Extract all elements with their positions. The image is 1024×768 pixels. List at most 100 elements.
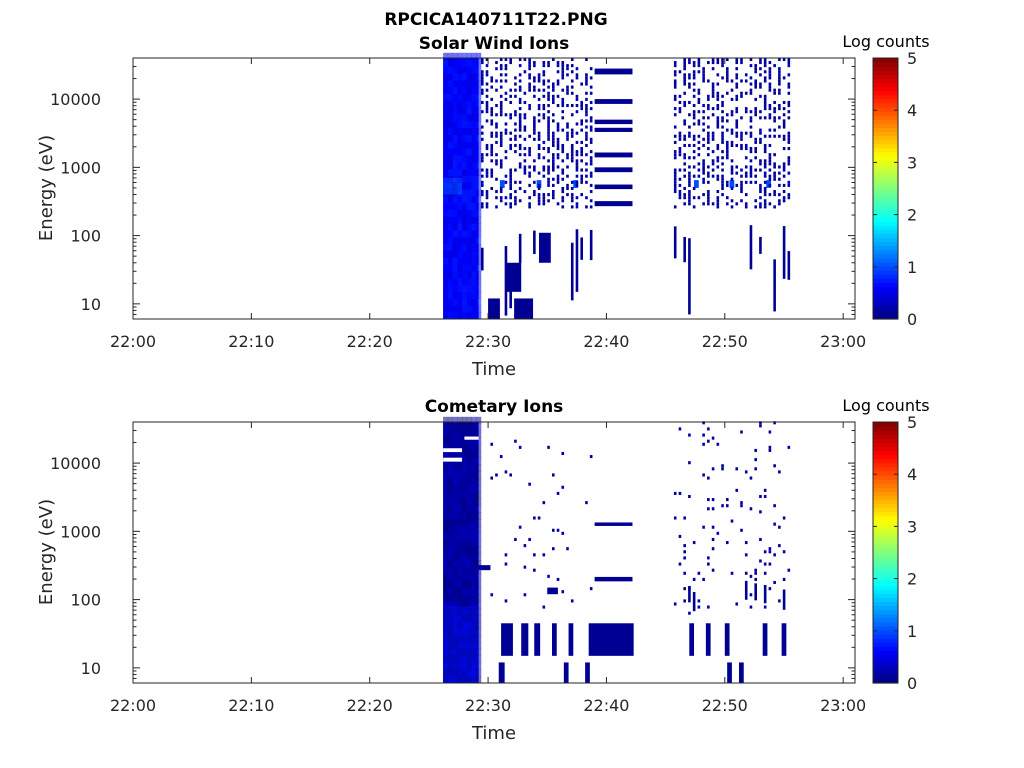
count-cell xyxy=(692,70,696,74)
count-cell xyxy=(518,165,522,169)
count-cell xyxy=(447,444,453,452)
count-cell xyxy=(471,676,477,684)
count-cell xyxy=(443,628,449,636)
count-cell xyxy=(547,177,550,181)
count-cell xyxy=(782,137,786,141)
count-cell xyxy=(768,448,772,452)
count-cell xyxy=(476,52,482,60)
count-cell xyxy=(443,243,449,252)
count-cell xyxy=(763,100,767,105)
count-cell xyxy=(518,180,522,184)
count-cell xyxy=(471,312,477,320)
count-cell xyxy=(725,76,729,80)
count-cell xyxy=(476,655,482,663)
count-cell xyxy=(740,79,743,83)
count-cell xyxy=(547,134,550,138)
count-cell xyxy=(457,59,463,67)
count-cell xyxy=(457,607,463,616)
count-cell xyxy=(523,70,527,74)
count-cell xyxy=(697,70,701,74)
count-bar xyxy=(509,264,512,309)
count-cell xyxy=(452,66,458,74)
count-cell xyxy=(452,209,458,217)
count-cell xyxy=(476,669,482,677)
count-cell xyxy=(533,165,536,169)
count-cell xyxy=(443,566,449,575)
count-cell xyxy=(782,147,786,151)
count-cell xyxy=(499,199,503,203)
count-cell xyxy=(716,104,720,108)
x-tick-label: 22:50 xyxy=(702,332,748,351)
count-cell xyxy=(480,76,484,80)
count-cell xyxy=(457,621,463,629)
count-cell xyxy=(499,100,503,105)
count-cell xyxy=(711,94,715,98)
x-tick-label: 22:10 xyxy=(228,332,274,351)
count-cell xyxy=(447,223,453,231)
count-cell xyxy=(523,91,527,95)
count-cell xyxy=(471,243,477,252)
count-cell xyxy=(673,516,677,520)
count-cell xyxy=(744,91,748,95)
count-cell xyxy=(443,607,449,616)
count-cell xyxy=(452,86,458,95)
count-cell xyxy=(683,73,686,77)
count-cell xyxy=(476,553,482,561)
count-cell xyxy=(504,553,508,557)
count-cell xyxy=(518,85,522,89)
count-cell xyxy=(452,148,458,156)
colorbar-tick-label: 1 xyxy=(907,258,917,277)
count-cell xyxy=(580,128,584,132)
count-cell xyxy=(787,57,791,62)
count-cell xyxy=(730,110,734,114)
count-cell xyxy=(768,134,772,138)
count-cell xyxy=(509,180,512,184)
count-cell xyxy=(778,88,781,92)
count-cell xyxy=(476,566,482,575)
count-cell xyxy=(683,91,686,95)
count-cell xyxy=(735,110,739,114)
count-cell xyxy=(462,291,468,299)
count-cell xyxy=(678,177,682,181)
count-cell xyxy=(725,147,729,151)
count-cell xyxy=(707,174,710,178)
count-cell xyxy=(523,168,527,172)
count-cell xyxy=(547,150,550,154)
count-cell xyxy=(485,147,489,151)
y-tick-label: 10000 xyxy=(50,90,101,109)
count-cell xyxy=(725,91,729,95)
count-cell xyxy=(537,196,541,200)
count-cell xyxy=(466,450,472,459)
count-cell xyxy=(561,186,565,191)
count-cell xyxy=(725,202,729,206)
count-cell xyxy=(476,505,482,513)
count-cell xyxy=(471,566,477,575)
count-cell xyxy=(561,205,565,209)
count-cell xyxy=(471,614,477,622)
count-cell xyxy=(443,278,449,286)
count-bar xyxy=(782,226,786,279)
count-cell xyxy=(707,140,710,144)
count-cell xyxy=(551,547,555,551)
count-cell xyxy=(471,305,477,313)
count-cell xyxy=(683,516,686,520)
colorbar-segment xyxy=(873,159,898,165)
count-cell xyxy=(547,445,550,449)
count-cell xyxy=(457,539,463,547)
count-cell xyxy=(471,444,477,452)
count-cell xyxy=(476,175,482,183)
count-cell xyxy=(537,183,541,187)
y-tick-label: 1000 xyxy=(60,522,101,541)
count-cell xyxy=(716,159,720,163)
count-cell xyxy=(485,107,489,111)
count-cell xyxy=(490,131,494,135)
count-cell xyxy=(480,88,484,92)
count-cell xyxy=(452,284,458,292)
count-cell xyxy=(763,550,767,554)
count-cell xyxy=(692,122,696,126)
count-cell xyxy=(768,128,772,132)
count-cell xyxy=(575,73,579,77)
count-cell xyxy=(773,171,776,175)
count-cell xyxy=(509,196,512,200)
colorbar-segment xyxy=(873,208,898,214)
